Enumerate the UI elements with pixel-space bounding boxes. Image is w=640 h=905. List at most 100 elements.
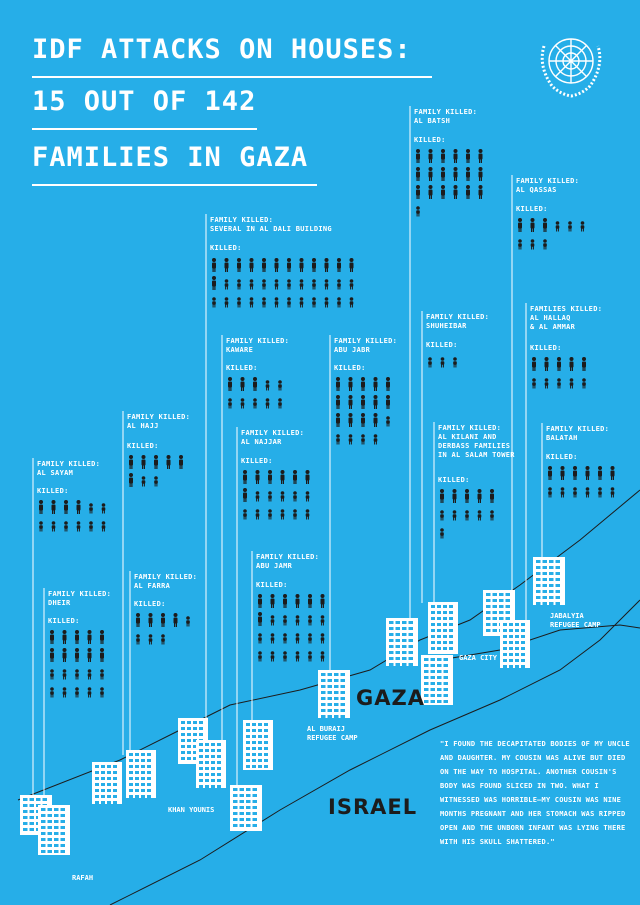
child-icon — [299, 279, 304, 290]
person-icon — [349, 258, 354, 272]
killed-label-balatah: KILLED: — [546, 453, 578, 461]
child-icon — [532, 378, 536, 389]
family-label-balatah: FAMILY KILLED: BALATAH — [546, 425, 610, 442]
child-icon — [490, 510, 494, 521]
child-icon — [89, 503, 93, 514]
person-icon — [293, 470, 297, 484]
child-icon — [75, 669, 79, 680]
child-icon — [349, 297, 354, 308]
family-label-dheir: FAMILY KILLED: DHEIR — [48, 590, 112, 607]
person-icon — [348, 413, 353, 427]
child-icon — [262, 279, 266, 290]
person-icon — [75, 630, 79, 644]
killed-label-al-hajj: KILLED: — [127, 442, 159, 450]
person-icon — [428, 149, 433, 163]
child-icon — [262, 297, 266, 308]
casualty-icons — [39, 149, 615, 698]
person-icon — [416, 149, 420, 163]
apartment-building-icon — [500, 620, 530, 668]
person-icon — [129, 455, 133, 469]
person-icon — [337, 258, 341, 272]
child-icon — [154, 476, 158, 487]
person-icon — [453, 149, 458, 163]
person-icon — [548, 466, 552, 480]
child-icon — [255, 509, 260, 520]
person-icon — [428, 167, 433, 181]
child-icon — [295, 651, 300, 662]
child-icon — [101, 503, 106, 514]
apartment-building-icon — [92, 762, 122, 804]
family-label-al-qassas: FAMILY KILLED: AL QASSAS — [516, 177, 580, 194]
family-label-al-sayam: FAMILY KILLED: AL SAYAM — [37, 460, 101, 477]
person-icon — [62, 648, 67, 662]
family-label-al-batsh: FAMILY KILLED: AL BATSH — [414, 108, 478, 125]
person-icon — [224, 258, 229, 272]
child-icon — [76, 521, 81, 532]
person-icon — [610, 466, 615, 480]
person-icon — [136, 613, 140, 627]
killed-label-al-sayam: KILLED: — [37, 487, 69, 495]
child-icon — [543, 239, 547, 250]
person-icon — [62, 630, 67, 644]
title-rule-3 — [32, 184, 317, 186]
child-icon — [440, 528, 444, 539]
person-icon — [490, 489, 494, 503]
apartment-building-icon — [428, 602, 458, 654]
person-icon — [465, 489, 469, 503]
killed-label-shuheibar: KILLED: — [426, 341, 458, 349]
child-icon — [240, 398, 245, 409]
child-icon — [582, 378, 586, 389]
child-icon — [518, 239, 522, 250]
title-rule-1 — [32, 76, 432, 78]
child-icon — [568, 221, 572, 232]
child-icon — [580, 221, 585, 232]
person-icon — [287, 258, 291, 272]
child-icon — [274, 297, 279, 308]
child-icon — [75, 687, 79, 698]
child-icon — [268, 491, 272, 502]
child-icon — [373, 434, 378, 445]
person-icon — [228, 377, 232, 391]
child-icon — [337, 297, 341, 308]
child-icon — [161, 634, 165, 645]
person-icon — [544, 357, 549, 371]
child-icon — [148, 634, 153, 645]
child-icon — [64, 521, 68, 532]
person-icon — [100, 630, 104, 644]
child-icon — [348, 434, 353, 445]
child-icon — [258, 651, 262, 662]
person-icon — [173, 613, 178, 627]
child-icon — [224, 279, 229, 290]
family-label-al-farra: FAMILY KILLED: AL FARRA — [134, 573, 198, 590]
apartment-building-icon — [533, 557, 565, 605]
person-icon — [258, 594, 262, 608]
person-icon — [50, 630, 54, 644]
person-icon — [243, 488, 247, 502]
buildings — [20, 557, 565, 855]
child-icon — [293, 491, 297, 502]
person-icon — [441, 167, 445, 181]
person-icon — [386, 377, 390, 391]
child-icon — [278, 398, 282, 409]
child-icon — [258, 633, 262, 644]
child-icon — [50, 669, 54, 680]
person-icon — [50, 648, 54, 662]
person-icon — [295, 594, 300, 608]
killed-label-al-dali: KILLED: — [210, 244, 242, 252]
child-icon — [237, 297, 241, 308]
person-icon — [440, 489, 444, 503]
person-icon — [274, 258, 279, 272]
city-label-jabalyia: JABALYIA REFUGEE CAMP — [550, 612, 601, 629]
person-icon — [336, 413, 340, 427]
person-icon — [324, 258, 329, 272]
city-label-gaza-city: GAZA CITY — [459, 654, 497, 662]
child-icon — [274, 279, 279, 290]
person-icon — [237, 258, 241, 272]
child-icon — [212, 297, 216, 308]
person-icon — [373, 413, 378, 427]
child-icon — [237, 279, 241, 290]
family-label-al-najjar: FAMILY KILLED: AL NAJJAR — [241, 429, 305, 446]
border-line — [109, 599, 640, 905]
family-label-shuheibar: FAMILY KILLED: SHUHEIBAR — [426, 313, 490, 330]
